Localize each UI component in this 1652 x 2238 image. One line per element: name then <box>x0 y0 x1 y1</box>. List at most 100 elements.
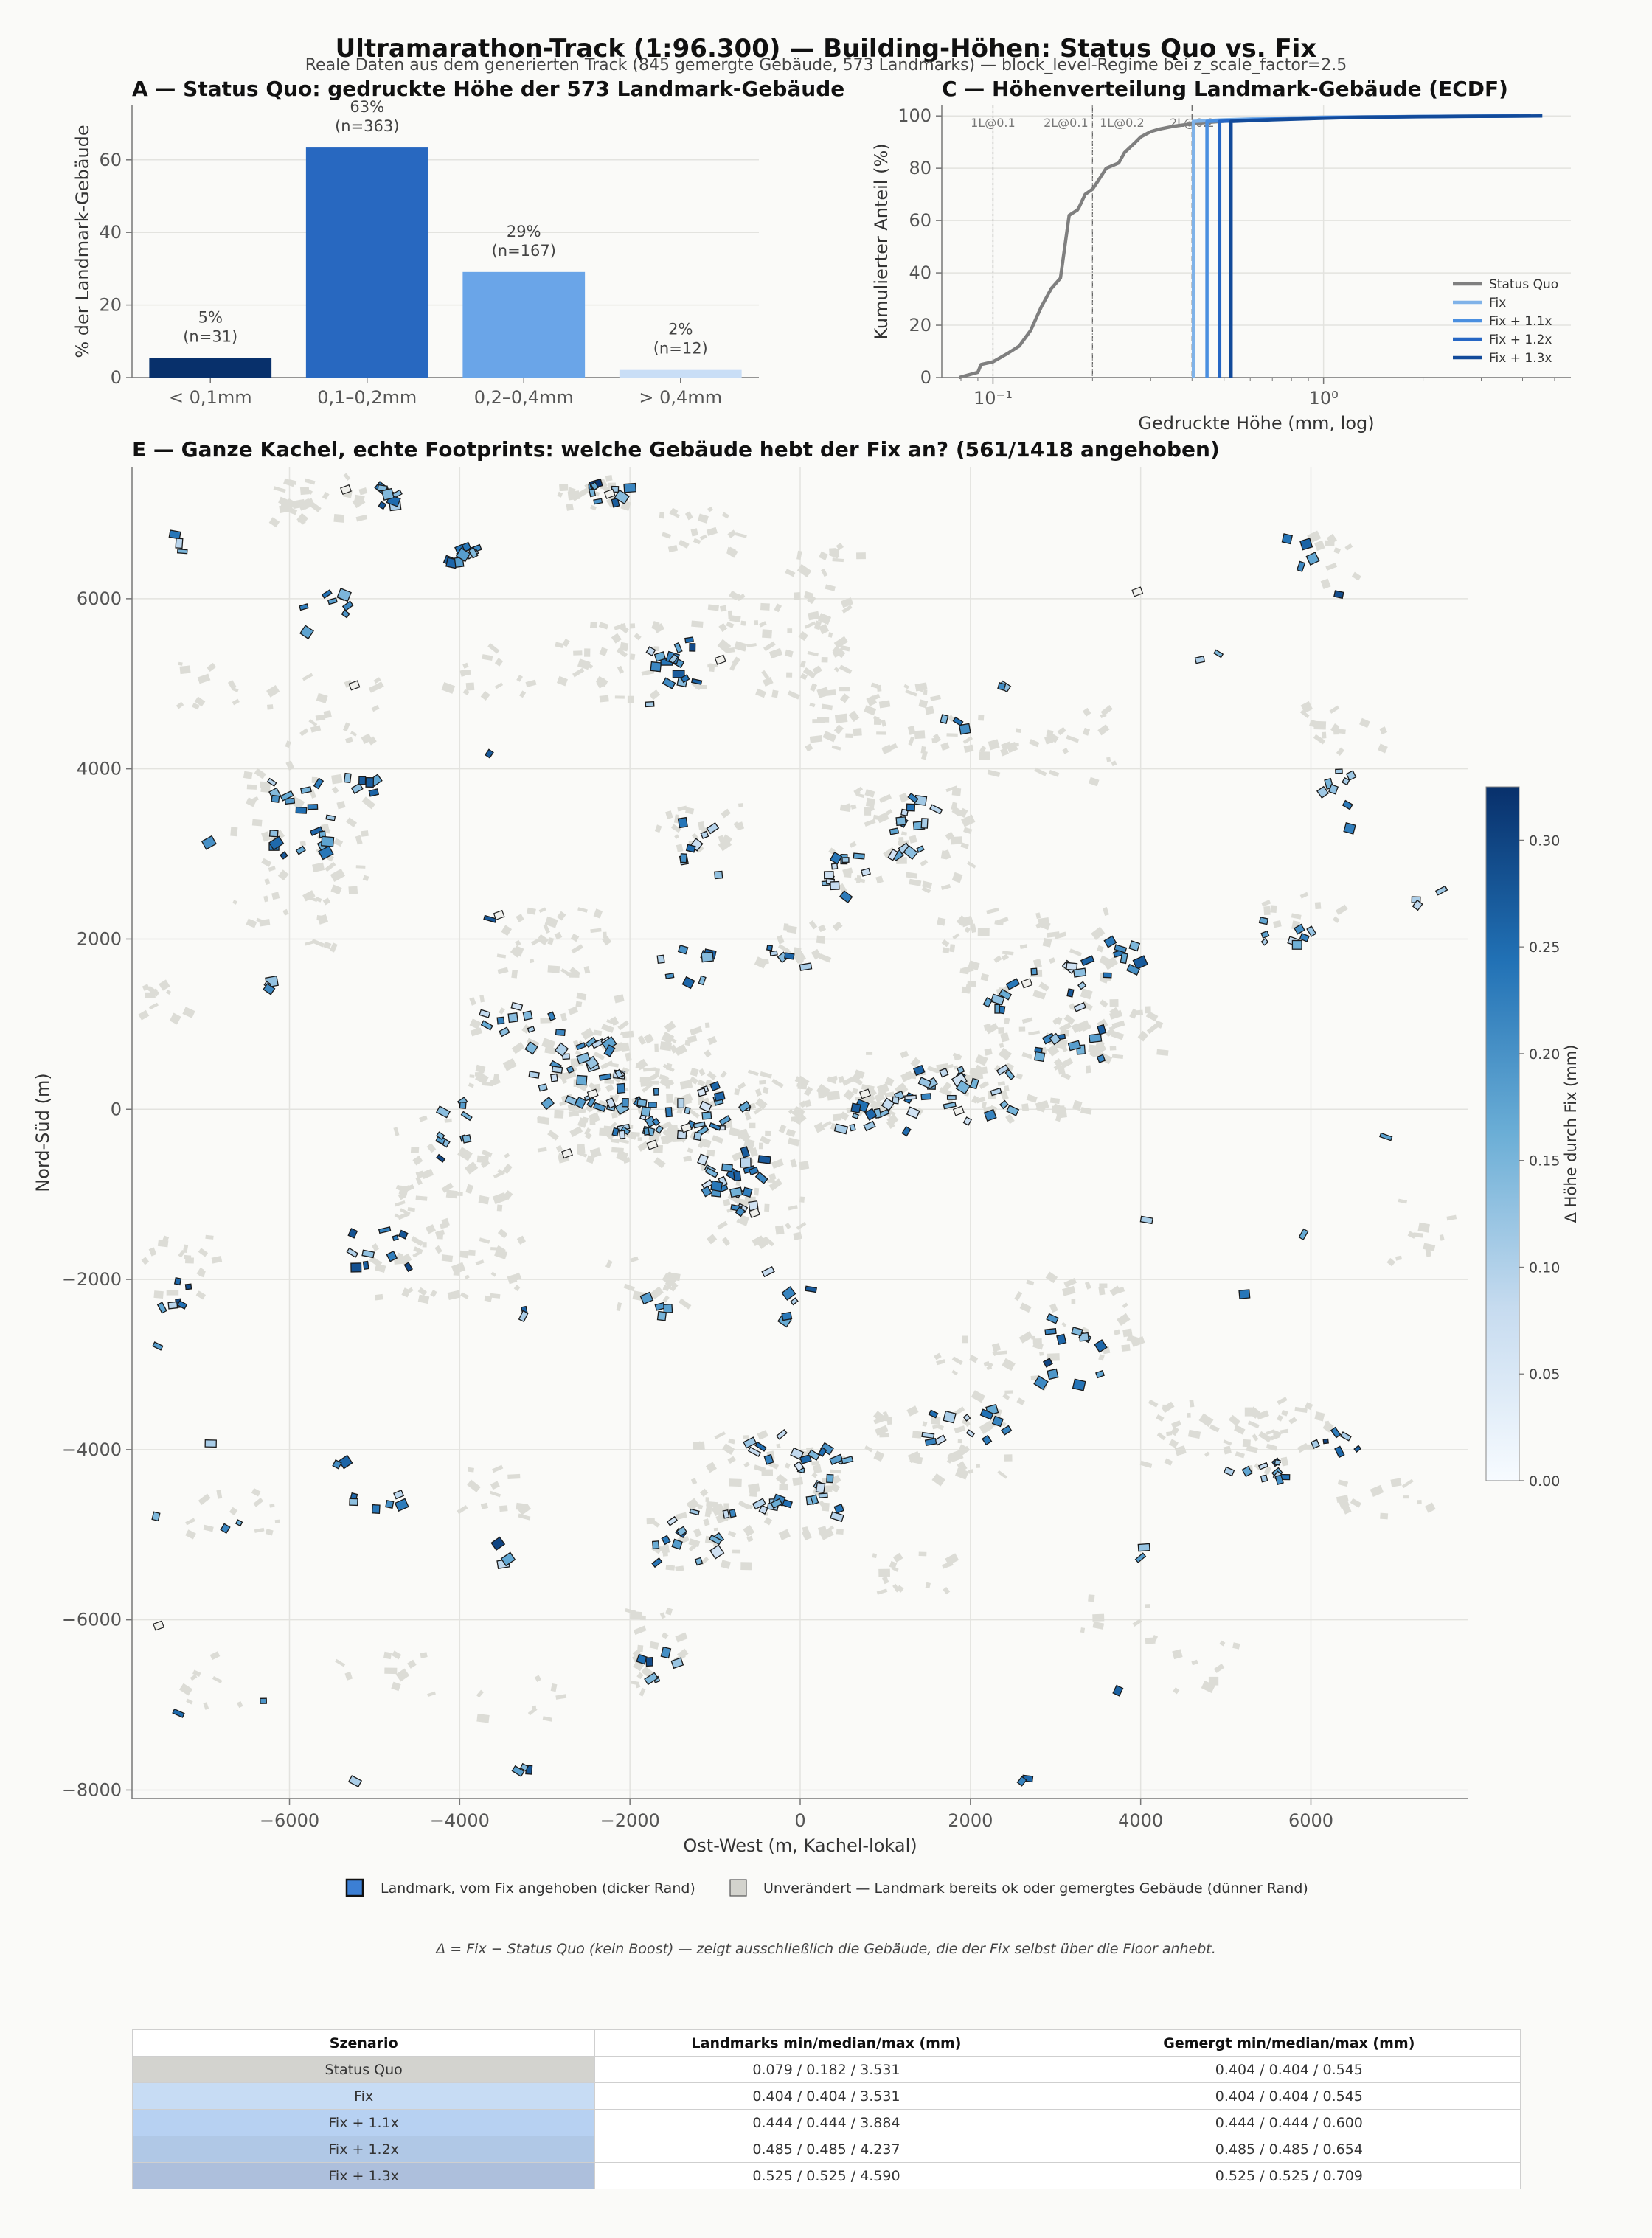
unchanged-building <box>864 789 875 798</box>
raised-landmark-building <box>830 1511 844 1523</box>
raised-landmark-building <box>268 830 279 838</box>
x-tick-label: −4000 <box>430 1810 490 1831</box>
unchanged-building <box>802 667 816 679</box>
raised-landmark-building <box>1223 1466 1235 1477</box>
unchanged-building <box>1370 1484 1384 1498</box>
unchanged-building <box>1047 1044 1060 1057</box>
unchanged-building <box>670 1282 678 1292</box>
unchanged-building <box>996 1350 1007 1355</box>
raised-landmark-building <box>1067 1040 1081 1052</box>
unchanged-building <box>490 1293 501 1299</box>
unchanged-building <box>420 1652 428 1658</box>
unchanged-building <box>667 545 678 553</box>
unchanged-building <box>1333 728 1346 734</box>
raised-landmark-building <box>990 993 1005 1006</box>
raised-landmark-building <box>763 1453 774 1465</box>
x-tick-label: 4000 <box>1118 1810 1163 1831</box>
unchanged-building <box>1344 543 1353 551</box>
raised-landmark-building <box>1345 770 1357 781</box>
raised-landmark-building <box>790 1297 799 1306</box>
raised-landmark-building <box>598 1073 612 1081</box>
unchanged-building <box>1390 1478 1402 1487</box>
unchanged-building <box>735 532 747 538</box>
unchanged-building <box>823 1485 833 1492</box>
raised-landmark-building <box>611 497 620 508</box>
unchanged-building <box>650 1080 659 1085</box>
unchanged-building <box>465 682 475 691</box>
unchanged-building <box>654 1068 660 1078</box>
unchanged-building <box>678 539 690 549</box>
unchanged-building <box>1111 760 1117 767</box>
unchanged-building <box>1021 1103 1030 1112</box>
unchanged-building <box>1359 717 1370 729</box>
unchanged-building <box>874 1092 886 1103</box>
raised-landmark-building <box>361 1249 375 1259</box>
x-tick-label: 10⁰ <box>1309 388 1339 409</box>
raised-landmark-building <box>924 1438 937 1447</box>
raised-landmark-building <box>483 914 497 923</box>
unchanged-building <box>775 1225 785 1235</box>
raised-landmark-building <box>175 538 184 549</box>
raised-landmark-building <box>1016 1776 1027 1787</box>
unchanged-building <box>865 797 875 807</box>
unchanged-building <box>1248 1406 1261 1419</box>
unchanged-building <box>589 622 598 629</box>
unchanged-building <box>900 1071 914 1082</box>
raised-landmark-building <box>455 547 471 563</box>
unchanged-building <box>264 878 271 886</box>
unchanged-building <box>875 875 884 884</box>
x-tick-label: −6000 <box>260 1810 319 1831</box>
unchanged-building <box>322 492 330 500</box>
raised-landmark-building <box>851 1112 860 1119</box>
unchanged-building <box>559 1100 567 1107</box>
unchanged-building <box>1235 1451 1245 1459</box>
unchanged-building <box>1280 1428 1289 1434</box>
legend-swatch-unchanged <box>729 1879 747 1897</box>
raised-landmark-building <box>1334 1445 1345 1459</box>
unchanged-building <box>991 1343 1002 1352</box>
raised-landmark-building <box>892 1096 900 1105</box>
raised-landmark-building <box>829 1453 844 1466</box>
bar-count-label: (n=12) <box>653 340 708 358</box>
colorbar-tick-label: 0.15 <box>1529 1153 1560 1170</box>
unchanged-building <box>1335 904 1348 916</box>
unchanged-building <box>763 676 774 687</box>
unchanged-building <box>1013 743 1019 747</box>
unchanged-building <box>925 1582 931 1589</box>
unchanged-building <box>1213 1663 1225 1673</box>
raised-landmark-building <box>704 1167 719 1178</box>
unchanged-building <box>197 673 211 684</box>
raised-landmark-building <box>1042 1358 1053 1368</box>
unchanged-building <box>1018 1026 1026 1032</box>
unchanged-building <box>721 1237 731 1246</box>
raised-landmark-building <box>917 1077 932 1089</box>
unchanged-building <box>550 1683 558 1692</box>
raised-landmark-building <box>864 1108 878 1121</box>
bar-value-label: 5% <box>198 308 223 326</box>
unchanged-building <box>1046 729 1054 738</box>
unchanged-building <box>779 1484 788 1491</box>
unchanged-building <box>821 568 828 577</box>
unchanged-building <box>918 1551 927 1557</box>
raised-landmark-building <box>996 1064 1010 1076</box>
raised-landmark-building <box>1305 552 1320 566</box>
unchanged-building <box>999 1043 1004 1048</box>
unchanged-building <box>531 938 540 946</box>
unchanged-building <box>699 1488 709 1497</box>
unchanged-building <box>335 1658 346 1667</box>
unchanged-building <box>946 733 958 737</box>
unchanged-building <box>954 1053 961 1061</box>
unchanged-building <box>1351 571 1361 581</box>
unchanged-building <box>608 1062 619 1068</box>
unchanged-building <box>437 1231 444 1240</box>
unchanged-building <box>198 1493 211 1505</box>
unchanged-building <box>727 1456 736 1464</box>
unchanged-building <box>729 1127 740 1137</box>
unchanged-building <box>909 835 917 844</box>
raised-landmark-building <box>1006 1105 1020 1116</box>
raised-landmark-building <box>485 748 494 759</box>
reference-line-label: 1L@0.2 <box>1100 116 1145 130</box>
unchanged-building <box>1132 1618 1142 1627</box>
unchanged-building <box>696 846 704 853</box>
unchanged-building <box>830 1469 841 1474</box>
